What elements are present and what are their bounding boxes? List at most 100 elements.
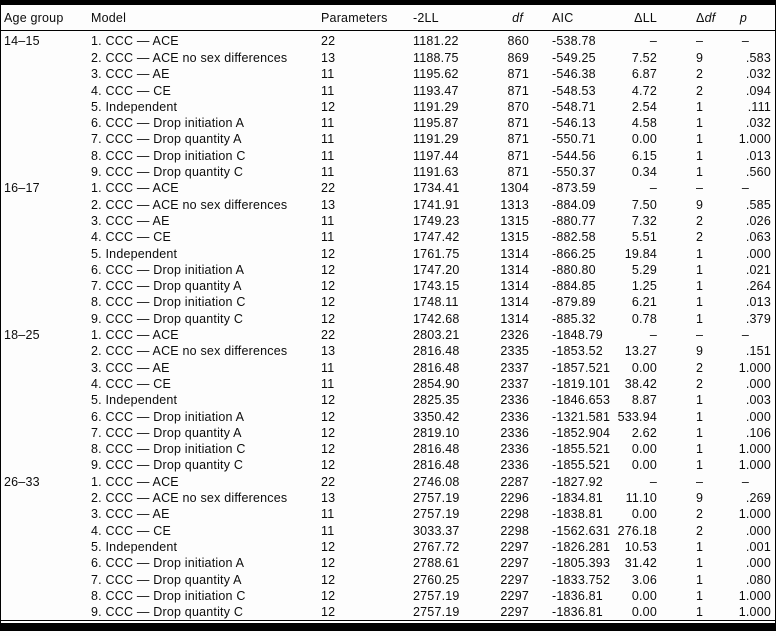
cell-neg2ll: 1743.15 <box>413 279 460 294</box>
cell-neg2ll: 2854.90 <box>413 376 460 391</box>
cell-aic: -546.38 <box>552 67 596 82</box>
cell-neg2ll: 3033.37 <box>413 523 460 538</box>
cell-df: 2298 <box>500 507 529 522</box>
cell-p: 1.000 <box>738 360 771 375</box>
cell-ddf: 1 <box>696 605 704 620</box>
cell-params: 11 <box>321 148 335 163</box>
cell-p: 1.000 <box>738 458 771 473</box>
cell-ddf: – <box>696 181 704 196</box>
cell-dll: 2.62 <box>631 425 657 440</box>
cell-aic: -879.89 <box>552 295 596 310</box>
cell-dll: 7.52 <box>631 51 657 65</box>
cell-model: 3. CCC — AE <box>91 67 170 82</box>
cell-dll: 11.10 <box>625 491 657 506</box>
cell-aic: -882.58 <box>552 230 596 245</box>
table-row: 3. CCC — AE 11 1195.62 871 -546.38 6.87 2 .032 <box>1 66 775 82</box>
cell-age <box>1 506 87 522</box>
cell-df: 1315 <box>500 230 529 245</box>
cell-model: 7. CCC — Drop quantity A <box>91 132 242 147</box>
cell-neg2ll: 2816.48 <box>413 344 460 359</box>
cell-dll: 38.42 <box>624 376 657 391</box>
cell-ddf: – <box>696 474 704 489</box>
cell-params: 11 <box>321 165 335 180</box>
cell-p: .269 <box>745 491 771 506</box>
cell-model: 9. CCC — Drop quantity C <box>91 165 244 180</box>
cell-df: 2287 <box>500 474 529 489</box>
cell-model: 9. CCC — Drop quantity C <box>91 311 244 326</box>
table-row: 7. CCC — Drop quantity A 12 1743.15 1314 -88… <box>1 278 775 294</box>
table-row: 3. CCC — AE 11 1749.23 1315 -880.77 7.32 2 .026 <box>1 213 775 229</box>
cell-model: 8. CCC — Drop initiation C <box>91 148 246 163</box>
table-row: 4. CCC — CE 11 2854.90 2337 -1819.101 38.42 2.… <box>1 376 775 392</box>
cell-params: 12 <box>321 539 336 554</box>
cell-params: 13 <box>321 51 336 65</box>
cell-aic: -866.25 <box>552 246 596 261</box>
cell-df: 2297 <box>500 588 529 603</box>
cell-age <box>1 604 87 620</box>
cell-dll: 8.87 <box>631 393 657 408</box>
cell-df: 2296 <box>500 491 529 506</box>
cell-age <box>1 148 87 164</box>
cell-neg2ll: 1193.47 <box>413 83 459 98</box>
table-row: 16–17 1. CCC — ACE 22 1734.41 1304 -873.59 – – – <box>1 180 775 196</box>
cell-ddf: 2 <box>696 360 704 375</box>
table-row: 7. CCC — Drop quantity A 12 2819.10 2336 -18… <box>1 425 775 441</box>
cell-params: 11 <box>321 213 335 228</box>
table-row: 9. CCC — Drop quantity C 12 2816.48 2336 -18… <box>1 457 775 473</box>
cell-params: 12 <box>321 605 336 620</box>
cell-ddf: 1 <box>696 148 704 163</box>
cell-params: 12 <box>321 393 336 408</box>
cell-model: 7. CCC — Drop quantity A <box>91 279 242 294</box>
table-row: 5. Independent 12 1761.75 1314 -866.25 19.84 1… <box>1 246 775 262</box>
cell-dll: – <box>649 181 657 196</box>
cell-ddf: 1 <box>696 279 704 294</box>
model-fit-table: Age group Model Parameters -2LL df AIC Δ… <box>1 5 775 620</box>
cell-dll: 10.53 <box>624 539 657 554</box>
cell-p: 1.000 <box>738 132 771 147</box>
cell-model: 3. CCC — AE <box>91 213 170 228</box>
cell-aic: -884.85 <box>552 279 596 294</box>
cell-p: – <box>741 34 749 48</box>
cell-ddf: 9 <box>696 197 704 212</box>
cell-aic: -1321.581 <box>552 409 611 424</box>
cell-ddf: 1 <box>696 556 704 571</box>
cell-params: 11 <box>321 83 335 98</box>
cell-params: 12 <box>321 99 336 114</box>
table-body: 14–15 1. CCC — ACE 22 1181.22 860 -538.78– – –2… <box>1 31 775 621</box>
cell-aic: -548.71 <box>552 99 596 114</box>
col-header-delta-ll: ΔLL <box>613 5 657 31</box>
cell-df: 871 <box>507 165 529 180</box>
cell-aic: -1819.101 <box>552 376 611 391</box>
cell-ddf: 2 <box>696 507 704 522</box>
cell-ddf: 1 <box>696 393 704 408</box>
cell-model: 2. CCC — ACE no sex differences <box>91 51 288 65</box>
cell-neg2ll: 1742.68 <box>413 311 460 326</box>
cell-params: 12 <box>321 246 336 261</box>
cell-aic: -1857.521 <box>552 360 611 375</box>
cell-dll: 6.15 <box>631 148 657 163</box>
cell-aic: -1855.521 <box>552 458 611 473</box>
cell-params: 11 <box>321 507 335 522</box>
col-header-p: p <box>719 5 775 31</box>
cell-model: 5. Independent <box>91 99 178 114</box>
cell-params: 11 <box>321 230 335 245</box>
cell-dll: 0.00 <box>631 588 657 603</box>
cell-ddf: 9 <box>696 491 704 506</box>
cell-age <box>1 490 87 506</box>
cell-model: 1. CCC — ACE <box>91 34 179 48</box>
cell-ddf: 1 <box>696 458 704 473</box>
cell-aic: -1855.521 <box>552 442 611 457</box>
table-row: 5. Independent 12 2825.35 2336 -1846.653 8.87… <box>1 392 775 408</box>
cell-neg2ll: 2760.25 <box>413 572 460 587</box>
delta-symbol: Δ <box>696 10 705 25</box>
cell-ddf: 1 <box>696 409 704 424</box>
cell-params: 11 <box>321 67 335 82</box>
cell-ddf: – <box>696 34 704 48</box>
cell-ddf: 1 <box>696 165 704 180</box>
cell-p: – <box>741 181 749 196</box>
cell-model: 8. CCC — Drop initiation C <box>91 588 246 603</box>
cell-df: 2298 <box>500 523 529 538</box>
cell-dll: – <box>649 474 657 489</box>
cell-df: 871 <box>507 148 529 163</box>
